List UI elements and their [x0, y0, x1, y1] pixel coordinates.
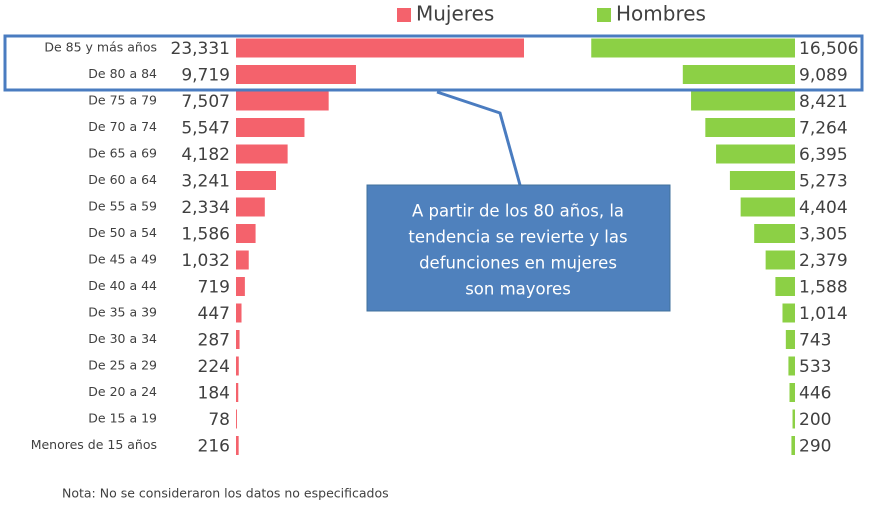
category-label: De 20 a 24: [88, 384, 157, 399]
value-label: 8,421: [799, 92, 848, 112]
value-label: 2,379: [799, 251, 848, 271]
bar: [236, 250, 249, 270]
category-label: De 60 a 64: [88, 172, 157, 187]
value-label: 200: [799, 410, 831, 430]
annotation-line: defunciones en mujeres: [419, 254, 617, 273]
bar: [792, 409, 795, 429]
note: Nota: No se consideraron los datos no es…: [62, 486, 389, 501]
category-label: De 65 a 69: [88, 146, 157, 161]
value-label: 224: [198, 357, 230, 377]
value-label: 1,586: [181, 225, 230, 245]
value-label: 7,507: [181, 92, 230, 112]
annotation-line: son mayores: [465, 280, 571, 299]
value-label: 9,719: [181, 66, 230, 86]
value-label: 184: [198, 384, 230, 404]
value-label: 287: [198, 331, 230, 351]
bar: [782, 303, 795, 323]
category-label: De 50 a 54: [88, 225, 157, 240]
value-label: 1,014: [799, 304, 848, 324]
value-label: 3,241: [181, 172, 230, 192]
bar: [789, 383, 795, 402]
value-label: 78: [208, 410, 230, 430]
bar: [729, 171, 795, 190]
category-label: De 40 a 44: [88, 278, 157, 293]
value-label: 1,588: [799, 278, 848, 298]
bar: [236, 118, 305, 137]
category-label: De 30 a 34: [88, 331, 157, 346]
bar: [705, 118, 795, 137]
category-label: De 15 a 19: [88, 411, 157, 426]
legend-label: Mujeres: [416, 2, 494, 26]
legend-swatch: [397, 8, 411, 22]
bar: [691, 91, 795, 111]
bar: [791, 436, 795, 455]
bar: [716, 144, 795, 164]
bar: [236, 303, 242, 323]
bar: [236, 356, 239, 376]
value-label: 1,032: [181, 251, 230, 271]
bar: [236, 91, 329, 111]
value-label: 216: [198, 437, 230, 457]
category-label: De 25 a 29: [88, 358, 157, 373]
category-label: De 75 a 79: [88, 93, 157, 108]
value-label: 9,089: [799, 66, 848, 86]
category-label: De 55 a 59: [88, 199, 157, 214]
bar: [236, 171, 277, 190]
value-label: 4,404: [799, 198, 848, 218]
value-label: 4,182: [181, 145, 230, 165]
bar: [591, 38, 795, 58]
bar: [236, 277, 245, 296]
value-label: 6,395: [799, 145, 848, 165]
annotation-line: A partir de los 80 años, la: [412, 202, 624, 221]
category-label: De 85 y más años: [44, 40, 157, 55]
value-label: 5,273: [799, 172, 848, 192]
value-label: 3,305: [799, 225, 848, 245]
bar: [236, 224, 256, 243]
bar: [236, 436, 239, 455]
category-label: De 35 a 39: [88, 305, 157, 320]
legend-label: Hombres: [616, 2, 706, 26]
bar: [788, 356, 795, 376]
value-label: 290: [799, 437, 831, 457]
bar: [740, 197, 795, 217]
bar: [785, 330, 795, 349]
value-label: 719: [198, 278, 230, 298]
category-label: De 80 a 84: [88, 66, 157, 81]
value-label: 16,506: [799, 39, 858, 59]
bar: [236, 197, 265, 217]
bar: [682, 65, 795, 84]
value-label: 2,334: [181, 198, 230, 218]
value-label: 743: [799, 331, 831, 351]
legend-swatch: [597, 8, 611, 22]
annotation-line: tendencia se revierte y las: [408, 228, 627, 247]
value-label: 447: [198, 304, 230, 324]
highlight-box: [3, 34, 864, 92]
bar: [236, 38, 524, 58]
bar: [236, 409, 237, 429]
bar: [236, 65, 356, 84]
value-label: 5,547: [181, 119, 230, 139]
value-label: 533: [799, 357, 831, 377]
value-label: 7,264: [799, 119, 848, 139]
category-label: De 45 a 49: [88, 252, 157, 267]
category-label: De 70 a 74: [88, 119, 157, 134]
bar: [765, 250, 795, 270]
bar: [236, 383, 239, 402]
callout-line: [436, 90, 522, 186]
value-label: 23,331: [171, 39, 230, 59]
bar: [236, 144, 288, 164]
bar: [236, 330, 240, 349]
callout-box: [366, 184, 671, 312]
bar: [775, 277, 795, 296]
bar: [754, 224, 795, 243]
value-label: 446: [799, 384, 831, 404]
category-label: Menores de 15 años: [31, 437, 157, 452]
